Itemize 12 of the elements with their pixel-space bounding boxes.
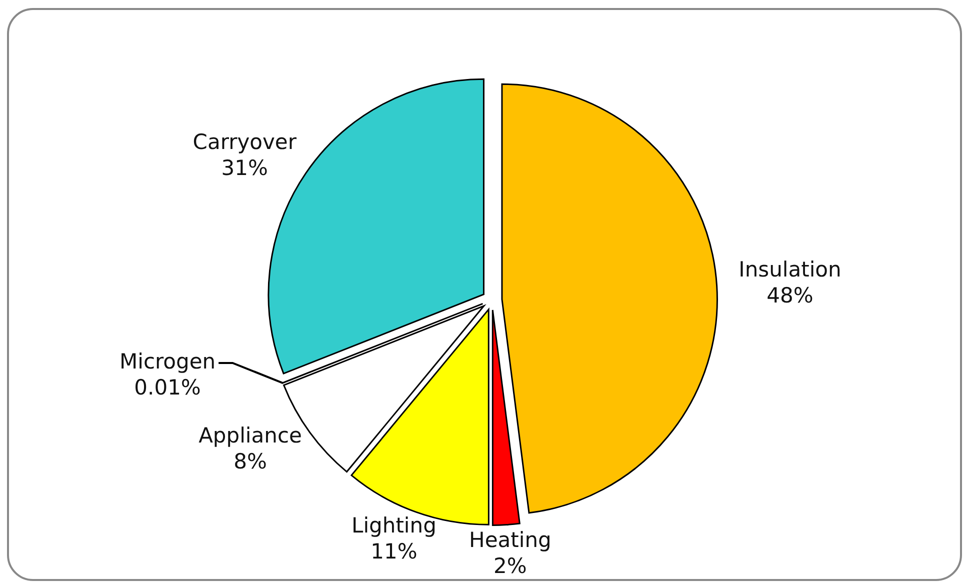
data-label: 48%	[766, 283, 814, 308]
slice-label: Lighting	[352, 514, 436, 538]
data-label: 11%	[370, 540, 418, 564]
data-label: 0.01%	[134, 375, 201, 400]
slice-label: Insulation	[738, 257, 842, 282]
slice-label: Heating	[469, 528, 552, 552]
slice-label: Microgen	[119, 349, 216, 374]
data-label: 8%	[234, 450, 267, 474]
slice-label: Appliance	[198, 424, 302, 448]
data-label: 2%	[494, 554, 527, 578]
slice-label: Carryover	[192, 130, 297, 154]
data-label: 31%	[221, 156, 268, 180]
